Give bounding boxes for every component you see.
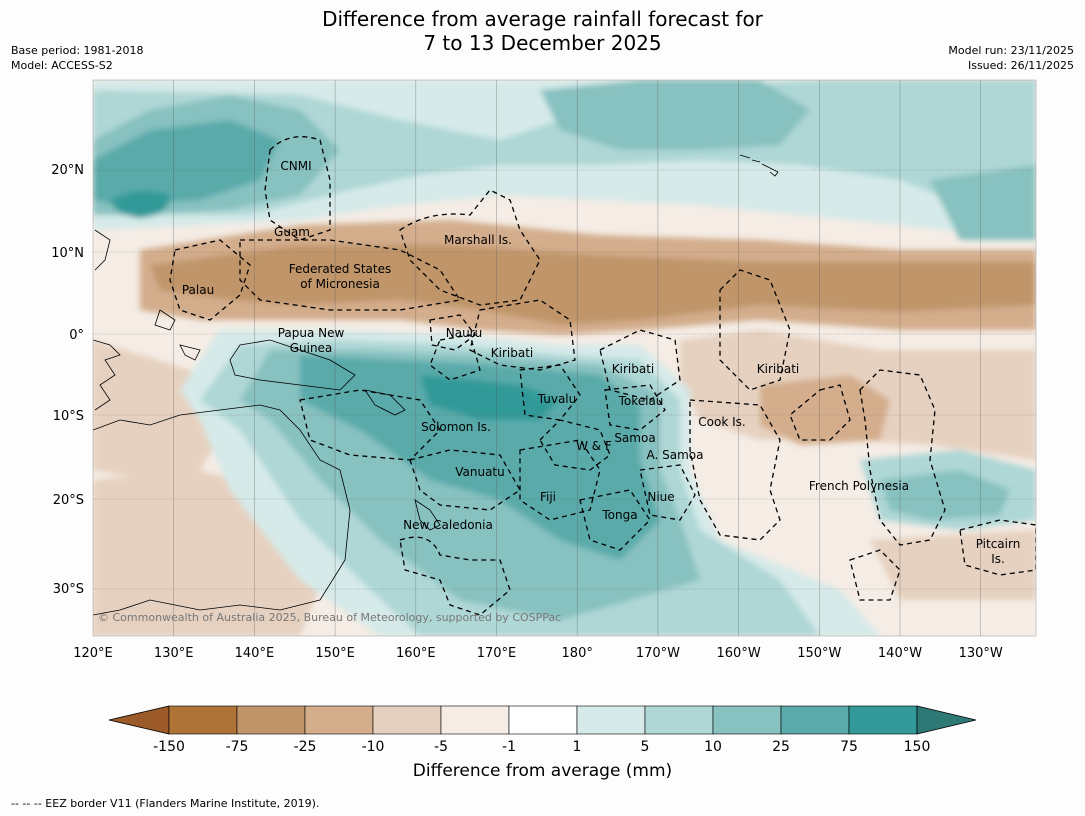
region-label: Samoa — [614, 431, 655, 445]
region-label: W & F — [576, 439, 612, 453]
lon-label: 160°W — [717, 646, 761, 661]
lon-label: 130°W — [959, 646, 1003, 661]
lon-label: 140°E — [235, 646, 275, 661]
lon-label: 150°E — [315, 646, 355, 661]
model-run: Model run: 23/11/2025 — [948, 44, 1074, 57]
lat-label: 20°S — [53, 493, 84, 508]
lon-label: 130°E — [154, 646, 194, 661]
region-label: Kiribati — [491, 346, 533, 360]
colorbar-extend-high — [916, 705, 977, 735]
colorbar-bin — [644, 705, 714, 735]
region-label: Kiribati — [757, 362, 799, 376]
colorbar-bin — [712, 705, 782, 735]
colorbar-bin — [440, 705, 510, 735]
region-label: Marshall Is. — [444, 233, 512, 247]
colorbar-bin — [304, 705, 374, 735]
eez-footnote: -- -- -- EEZ border V11 (Flanders Marine… — [11, 797, 320, 810]
title-line-2: 7 to 13 December 2025 — [423, 31, 662, 55]
region-label: Kiribati — [612, 362, 654, 376]
longitude-labels: 120°E 130°E 140°E 150°E 160°E 170°E 180° 170°W 1… — [73, 646, 1003, 661]
latitude-labels: 20°N 10°N 0° 10°S 20°S 30°S — [51, 163, 84, 597]
region-label: New Caledonia — [403, 518, 493, 532]
graticule — [93, 80, 1036, 636]
region-label: Pitcairn Is. — [976, 537, 1021, 566]
lat-label: 20°N — [51, 163, 84, 178]
region-labels: CNMI Guam Marshall Is. Federated States of M… — [182, 159, 1020, 566]
colorbar-bin — [508, 705, 578, 735]
region-label: Guam — [274, 225, 310, 239]
copyright-text: © Commonwealth of Australia 2025, Bureau… — [98, 611, 561, 624]
lat-label: 10°S — [53, 409, 84, 424]
lon-label: 120°E — [73, 646, 113, 661]
region-label: A. Samoa — [647, 448, 704, 462]
map-frame — [92, 79, 1037, 637]
map-figure: © Commonwealth of Australia 2025, Bureau… — [51, 79, 1037, 755]
region-label: Niue — [647, 490, 674, 504]
region-label: CNMI — [280, 159, 311, 173]
eez-borders — [169, 136, 1036, 616]
issued-date: Issued: 26/11/2025 — [967, 59, 1074, 72]
region-label: Papua New Guinea — [278, 326, 345, 355]
base-period: Base period: 1981-2018 — [11, 44, 144, 57]
colorbar-tick: -25 — [294, 739, 317, 755]
lon-label: 170°E — [477, 646, 517, 661]
colorbar-bin — [168, 705, 238, 735]
lat-label: 0° — [69, 328, 84, 343]
coastlines — [93, 154, 779, 616]
region-label: Tuvalu — [537, 392, 577, 406]
colorbar-tick: -1 — [502, 739, 516, 755]
colorbar-tick: 1 — [573, 739, 582, 755]
colorbar-tick: -75 — [226, 739, 249, 755]
colorbar-tick: 150 — [904, 739, 931, 755]
colorbar: -150 -75 -25 -10 -5 -1 1 5 10 25 75 150 — [108, 705, 977, 755]
colorbar-bin — [780, 705, 850, 735]
meta-right: Model run: 23/11/2025 Issued: 26/11/2025 — [948, 43, 1074, 73]
region-label: Tokelau — [618, 394, 664, 408]
colorbar-tick: -5 — [434, 739, 448, 755]
title-line-1: Difference from average rainfall forecas… — [322, 7, 763, 31]
colorbar-tick: 5 — [641, 739, 650, 755]
region-label: Solomon Is. — [421, 420, 491, 434]
colorbar-bin — [576, 705, 646, 735]
region-label: Fiji — [540, 490, 556, 504]
lon-label: 160°E — [396, 646, 436, 661]
colorbar-tick: 10 — [704, 739, 722, 755]
lon-label: 150°W — [797, 646, 841, 661]
colorbar-bin — [848, 705, 918, 735]
meta-left: Base period: 1981-2018 Model: ACCESS-S2 — [11, 43, 143, 73]
lon-label: 180° — [562, 646, 593, 661]
region-label: Vanuatu — [455, 465, 505, 479]
lat-label: 30°S — [53, 582, 84, 597]
colorbar-extend-low — [108, 705, 170, 735]
region-label: Cook Is. — [698, 415, 745, 429]
region-label: Nauru — [446, 326, 482, 340]
colorbar-tick: -150 — [153, 739, 185, 755]
lon-label: 170°W — [636, 646, 680, 661]
chart-title: Difference from average rainfall forecas… — [0, 7, 1085, 55]
region-label: Tonga — [601, 508, 637, 522]
region-label: Palau — [182, 283, 214, 297]
lat-label: 10°N — [51, 246, 84, 261]
model-name: Model: ACCESS-S2 — [11, 59, 113, 72]
region-label: Federated States of Micronesia — [289, 262, 391, 291]
lon-label: 140°W — [878, 646, 922, 661]
colorbar-tick: 75 — [840, 739, 858, 755]
rainfall-field: © Commonwealth of Australia 2025, Bureau… — [93, 80, 1036, 636]
colorbar-bin — [372, 705, 442, 735]
colorbar-label: Difference from average (mm) — [412, 761, 673, 781]
colorbar-tick: 25 — [772, 739, 790, 755]
region-label: French Polynesia — [809, 479, 909, 493]
colorbar-bin — [236, 705, 306, 735]
colorbar-tick: -10 — [362, 739, 385, 755]
